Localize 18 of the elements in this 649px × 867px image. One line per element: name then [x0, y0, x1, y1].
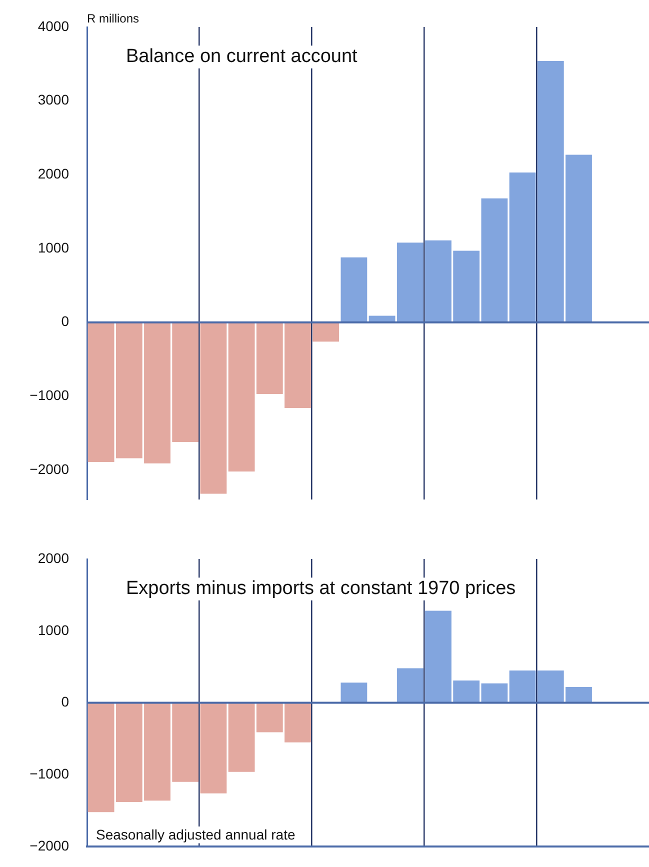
y-tick-label: 2000 [38, 550, 70, 566]
y-tick-label: 1000 [38, 622, 70, 638]
y-tick-label: 4000 [38, 18, 70, 34]
y-tick-label: −2000 [30, 460, 70, 477]
text: Exports minus imports at constant 1970 prices [126, 578, 516, 600]
text: Balance on current account [126, 46, 358, 68]
y-tick-label: −1000 [30, 766, 70, 782]
bar [340, 682, 368, 703]
y-tick-label: −2000 [30, 837, 70, 854]
y-tick-label: 1000 [38, 239, 70, 256]
y-axis-title: R millions [87, 11, 140, 26]
y-tick-label: 3000 [38, 92, 70, 108]
y-tick-label: −1000 [30, 387, 70, 404]
y-tick-label: 0 [61, 313, 70, 330]
y-tick-label: 0 [61, 694, 70, 710]
bar [340, 257, 368, 322]
annotation: Seasonally adjusted annual rate [96, 826, 296, 842]
y-tick-label: 2000 [38, 166, 70, 182]
